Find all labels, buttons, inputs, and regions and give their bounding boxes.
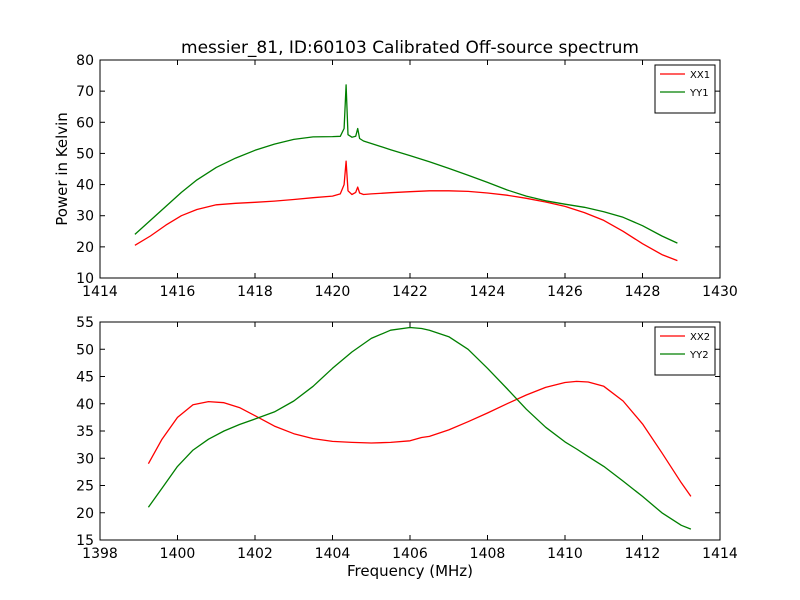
bottom-xtick-label: 1406 [392, 546, 428, 562]
bottom-xtick-label: 1412 [625, 546, 661, 562]
top-plot-series [134, 84, 678, 262]
top-xtick-label: 1422 [392, 284, 428, 300]
bottom-plot-series [147, 326, 692, 530]
top-ytick-label: 10 [76, 271, 94, 287]
bottom-series-yy2 [147, 326, 692, 530]
top-plot-legend: XX1 YY1 [654, 64, 716, 114]
bottom-legend-label-xx2: XX2 [690, 332, 710, 343]
bottom-ytick-label: 55 [76, 315, 94, 331]
top-ytick-label: 20 [76, 240, 94, 256]
top-ytick-label: 70 [76, 84, 94, 100]
top-xtick-label: 1428 [625, 284, 661, 300]
bottom-ytick-label: 25 [76, 479, 94, 495]
top-xtick-label: 1430 [702, 284, 738, 300]
bottom-xtick-label: 1410 [547, 546, 583, 562]
bottom-plot-xlabel: Frequency (MHz) [347, 562, 473, 580]
bottom-plot-legend: XX2 YY2 [654, 326, 716, 376]
top-xtick-label: 1420 [315, 284, 351, 300]
bottom-series-xx2 [147, 380, 692, 497]
bottom-ytick-label: 45 [76, 370, 94, 386]
top-xtick-label: 1416 [160, 284, 196, 300]
top-legend-label-xx1: XX1 [690, 70, 710, 81]
top-plot-frame [99, 59, 721, 279]
bottom-ytick-label: 15 [76, 533, 94, 549]
bottom-plot-background [100, 322, 720, 540]
bottom-plot-frame [99, 321, 721, 541]
bottom-ytick-label: 20 [76, 506, 94, 522]
bottom-xtick-label: 1414 [702, 546, 738, 562]
bottom-ytick-label: 35 [76, 424, 94, 440]
top-xtick-label: 1426 [547, 284, 583, 300]
top-plot-background [100, 60, 720, 278]
top-xtick-label: 1424 [470, 284, 506, 300]
bottom-legend-label-yy2: YY2 [689, 350, 709, 361]
top-plot-ticks: 1414 1416 1418 1420 1422 1424 1426 1428 1430 10 20… [76, 53, 738, 300]
top-ytick-label: 50 [76, 146, 94, 162]
bottom-xtick-label: 1404 [315, 546, 351, 562]
top-plot: 1414 1416 1418 1420 1422 1424 1426 1428 1430 10 20… [53, 53, 738, 300]
top-legend-label-yy1: YY1 [689, 88, 709, 99]
bottom-xtick-label: 1400 [160, 546, 196, 562]
top-series-xx1 [134, 160, 678, 262]
top-legend-box [654, 64, 716, 114]
bottom-ytick-label: 40 [76, 397, 94, 413]
top-ytick-label: 40 [76, 178, 94, 194]
bottom-xtick-label: 1408 [470, 546, 506, 562]
bottom-plot: 1398 1400 1402 1404 1406 1408 1410 1412 1414 15 20… [76, 315, 738, 580]
top-ytick-label: 30 [76, 209, 94, 225]
bottom-xtick-label: 1398 [82, 546, 118, 562]
top-xtick-label: 1414 [82, 284, 118, 300]
top-series-yy1 [134, 84, 678, 244]
top-ytick-label: 80 [76, 53, 94, 69]
top-xtick-label: 1418 [237, 284, 273, 300]
chart-title: messier_81, ID:60103 Calibrated Off-sour… [181, 38, 639, 58]
bottom-ytick-label: 30 [76, 451, 94, 467]
bottom-xtick-label: 1402 [237, 546, 273, 562]
bottom-ytick-label: 50 [76, 342, 94, 358]
bottom-legend-box [654, 326, 716, 376]
top-plot-ylabel: Power in Kelvin [53, 112, 71, 226]
top-ytick-label: 60 [76, 115, 94, 131]
